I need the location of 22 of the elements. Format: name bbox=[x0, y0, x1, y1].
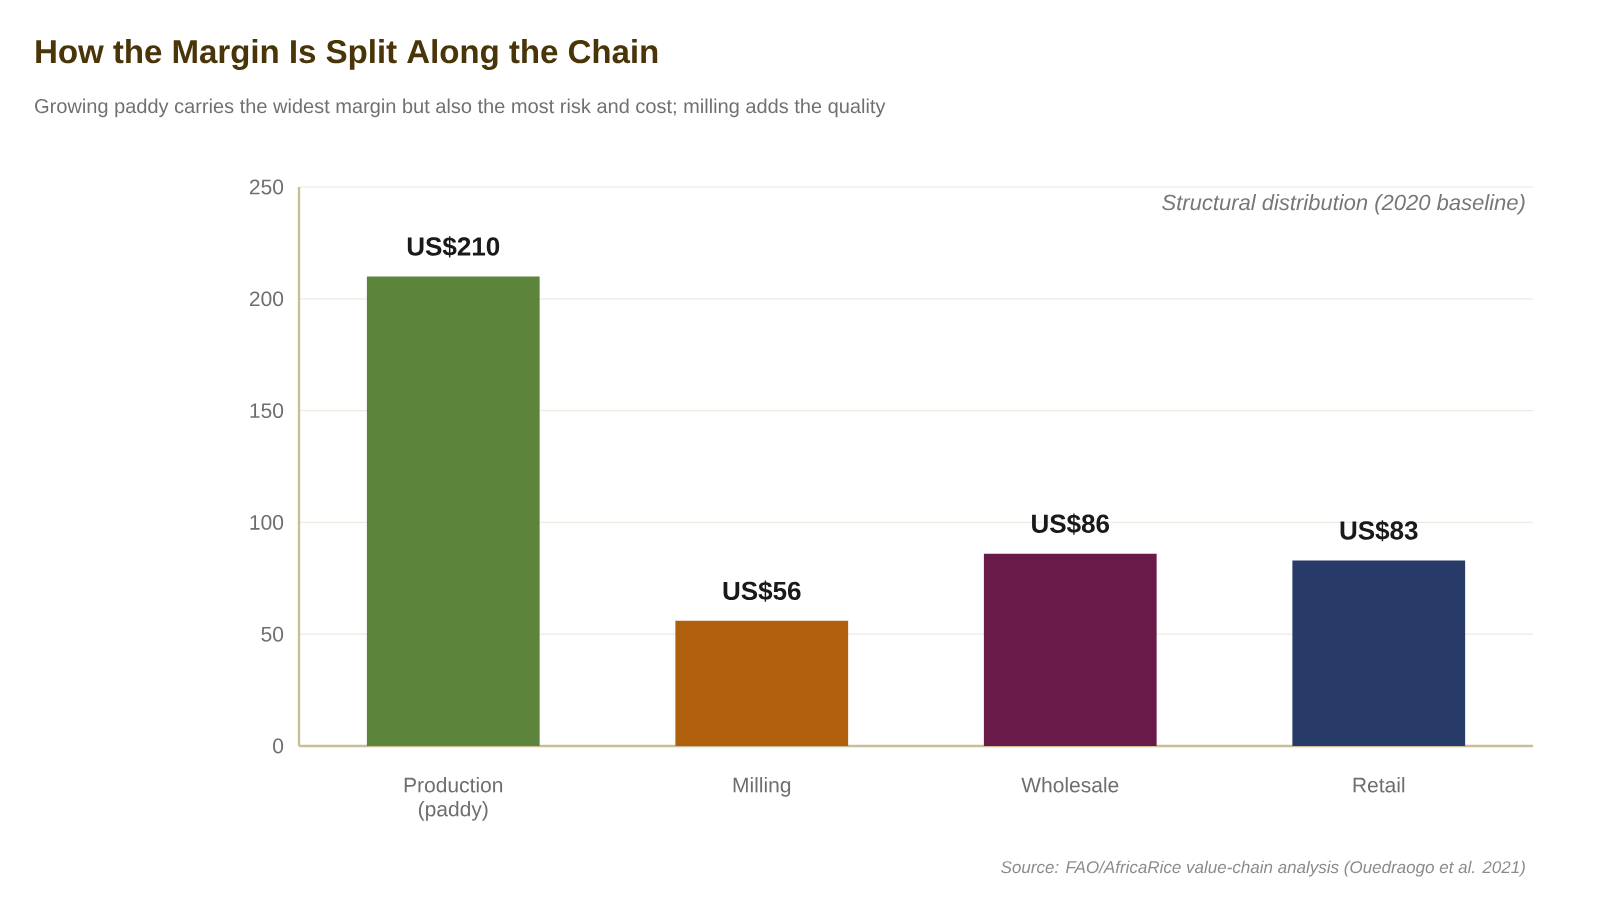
bar bbox=[1292, 560, 1466, 746]
x-tick-label: Retail bbox=[1353, 777, 1405, 793]
y-tick-label: 100 bbox=[250, 514, 284, 530]
annotation: Structural distribution (2020 baseline) bbox=[1162, 194, 1525, 215]
data-label: US$83 bbox=[1340, 520, 1418, 542]
source-note: Source: FAO/AfricaRice value-chain analysis (Ouedraogo et al. 2021) bbox=[1001, 860, 1525, 877]
x-tick-label: Production (paddy) bbox=[404, 777, 503, 821]
y-tick-label: 0 bbox=[273, 738, 284, 754]
chart-subtitle: Growing paddy carries the widest margin but also the most risk and cost; milling adds the quality bbox=[35, 98, 886, 118]
data-label: US$210 bbox=[407, 236, 500, 258]
y-tick-label: 250 bbox=[249, 179, 284, 195]
chart-title: How the Margin Is Split Along the Chain bbox=[36, 39, 658, 70]
y-tick-label: 150 bbox=[250, 403, 284, 419]
data-label: US$86 bbox=[1032, 513, 1110, 535]
x-tick-label: Wholesale bbox=[1021, 777, 1119, 793]
bar bbox=[983, 553, 1157, 746]
y-tick-label: 200 bbox=[249, 291, 284, 307]
y-tick-label: 50 bbox=[261, 626, 284, 642]
x-tick-label: Milling bbox=[733, 777, 791, 797]
data-label: US$56 bbox=[723, 580, 801, 602]
bar bbox=[675, 620, 849, 746]
bar bbox=[366, 276, 540, 746]
